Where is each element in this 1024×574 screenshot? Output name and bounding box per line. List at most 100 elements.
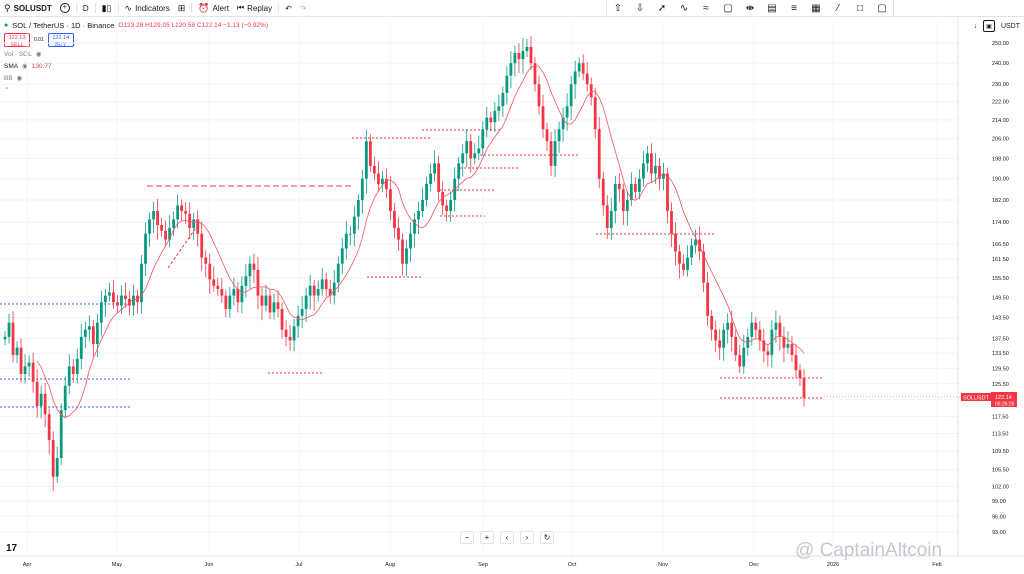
candle-body [457, 163, 461, 179]
alert-label: Alert [212, 3, 229, 13]
indicator-sma[interactable]: SMA ◉ 130.77 [4, 61, 268, 71]
candle-body [633, 183, 637, 192]
alert-button[interactable]: ⏰ Alert [194, 0, 233, 16]
indicators-button[interactable]: ∿ Indicators [121, 0, 174, 16]
y-tick-label: 214.00 [992, 118, 1009, 124]
compare-button[interactable]: + [56, 0, 74, 16]
undo-button[interactable]: ↶ [281, 0, 296, 16]
candle-body [650, 153, 653, 174]
candle-body [429, 173, 432, 184]
candle-body [786, 344, 790, 348]
scroll-left-button[interactable]: ‹ [500, 531, 514, 544]
price-axis[interactable]: 93.00 96.00 99.00 102.00 105.50 109.50 113.50 1… [957, 16, 1009, 556]
candle-body [284, 329, 288, 337]
candle-body [292, 326, 296, 341]
layout-box-icon[interactable]: ▣ [982, 20, 995, 32]
indicator-volume[interactable]: Vol · SOL ◉ [4, 49, 268, 59]
indicator-bb[interactable]: BB ◉ [4, 73, 268, 83]
scroll-right-button[interactable]: › [520, 531, 534, 544]
polyline-icon[interactable]: ∿ [679, 2, 689, 14]
candle [381, 171, 384, 193]
candle-body [248, 263, 252, 277]
rectangle-icon[interactable]: ▢ [723, 2, 733, 14]
interval-label: D [82, 3, 89, 13]
collapse-legend-button[interactable]: ⌃ [4, 85, 268, 95]
path-icon[interactable]: ≈ [703, 2, 709, 14]
candle [734, 329, 738, 362]
candle [71, 359, 75, 383]
eye-icon[interactable]: ◉ [16, 75, 23, 82]
time-axis[interactable]: Apr May Jun Jul Aug Sep Oct Nov Dec 2026 Feb [0, 555, 1024, 568]
candle [332, 270, 336, 305]
interval-button[interactable]: D [79, 0, 93, 16]
candle [782, 326, 786, 363]
eye-icon[interactable]: ◉ [35, 51, 42, 58]
fib-retracement-icon[interactable]: ≡ [791, 2, 797, 14]
candle-body [529, 46, 533, 64]
sell-button[interactable]: 122.13 SELL [4, 33, 30, 48]
buy-button[interactable]: 122.14 BUY [47, 33, 74, 48]
candle [35, 368, 39, 418]
price-range-icon[interactable]: ▦ [811, 2, 821, 14]
candle-body [260, 295, 264, 306]
candle [67, 354, 71, 394]
symbol-search[interactable]: ⚲ SOLUSDT [0, 0, 56, 16]
divider [75, 3, 77, 13]
candle-body [148, 219, 151, 234]
candle [513, 45, 517, 77]
reset-button[interactable]: ↻ [540, 531, 554, 544]
candle [633, 177, 637, 199]
candle-body [212, 279, 216, 286]
candle [284, 320, 288, 347]
candle [132, 284, 135, 316]
red-trend-line[interactable] [167, 221, 201, 269]
candle [686, 245, 689, 277]
candle-body [188, 213, 192, 228]
search-icon: ⚲ [4, 2, 11, 13]
candle [770, 320, 774, 368]
candle [144, 222, 147, 277]
trend-line-icon[interactable]: ➚ [657, 2, 667, 14]
tradingview-logo[interactable]: 17 [6, 543, 18, 554]
candle [79, 324, 83, 370]
candle [794, 344, 798, 378]
candle-body [385, 178, 388, 190]
redo-button[interactable]: ↷ [296, 0, 311, 16]
currency-label[interactable]: USDT [1000, 22, 1020, 30]
candle [413, 212, 416, 248]
more-icon[interactable]: ▢ [877, 2, 887, 14]
candle-body [381, 178, 384, 184]
candle-body [613, 183, 617, 211]
y-tick-label: 222.00 [992, 100, 1009, 106]
candle-body [31, 362, 35, 382]
x-tick-label: Feb [932, 562, 941, 568]
candle-style-button[interactable]: ▮▯ [98, 0, 116, 16]
crop-icon[interactable]: □ [856, 2, 864, 14]
candle [304, 287, 308, 323]
candle-body [782, 336, 786, 348]
symbol-label: SOLUSDT [13, 3, 52, 13]
candle-body [481, 129, 485, 149]
long-position-icon[interactable]: ▤ [767, 2, 777, 14]
arrow-down-mark-icon[interactable]: ⇩ [635, 2, 645, 14]
candle [272, 293, 276, 320]
zoom-in-button[interactable]: + [480, 531, 494, 544]
layouts-button[interactable]: ⊞ [174, 0, 190, 16]
chevron-down-icon[interactable]: ↓ [973, 22, 977, 30]
arrow-up-mark-icon[interactable]: ⇧ [613, 2, 623, 14]
y-tick-label: 109.50 [992, 449, 1009, 455]
ruler-icon[interactable]: ∕ [837, 2, 839, 14]
candle-body [413, 219, 416, 234]
candle-body [477, 148, 481, 154]
eye-icon[interactable]: ◉ [22, 63, 28, 70]
candle [216, 277, 220, 296]
zoom-out-button[interactable]: − [460, 531, 474, 544]
replay-button[interactable]: ⏮ Replay [233, 0, 276, 16]
candle [557, 121, 561, 153]
date-range-icon[interactable]: ⇼ [745, 2, 755, 14]
candle [39, 385, 43, 419]
candle-body [15, 347, 19, 356]
candle [160, 217, 163, 237]
candle [372, 156, 376, 181]
